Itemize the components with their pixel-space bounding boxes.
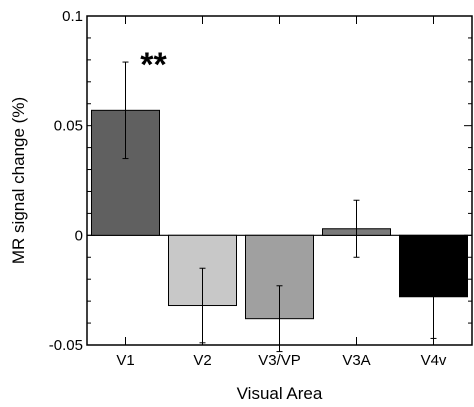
y-tick-label: 0.1 [62,8,83,25]
x-tick-label: V2 [193,352,211,369]
x-tick-label: V3A [342,352,370,369]
x-tick-label: V4v [421,352,447,369]
y-tick-label: -0.05 [49,337,83,354]
y-tick-label: 0.05 [54,118,83,135]
significance-marker: ** [140,46,167,84]
plot-area: -0.05 0 0.05 0.1 V1 V2 V3/VP V3A V4v ** [49,8,473,369]
x-axis-label: Visual Area [237,384,323,403]
x-tick-label: V3/VP [258,352,301,369]
y-tick-label: 0 [75,227,83,244]
x-tick-label: V1 [116,352,134,369]
y-axis-label: MR signal change (%) [9,97,28,264]
